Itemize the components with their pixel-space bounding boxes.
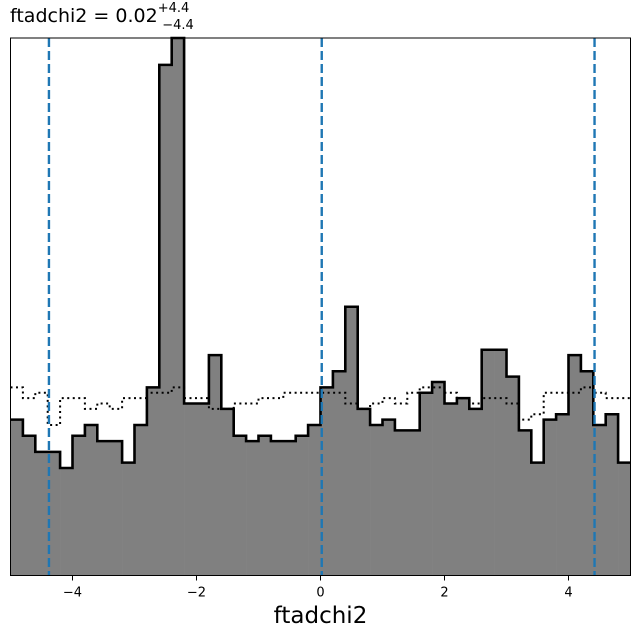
histogram-bar xyxy=(332,371,346,576)
histogram-bar xyxy=(72,435,86,576)
histogram-bar xyxy=(556,414,569,576)
histogram-bar xyxy=(593,425,606,576)
histogram-bar xyxy=(10,419,24,576)
histogram-bar xyxy=(394,430,408,576)
histogram-bar xyxy=(84,425,98,576)
x-axis-label: ftadchi2 xyxy=(274,603,368,629)
x-tick-label: 2 xyxy=(440,586,448,601)
histogram-bar xyxy=(109,441,123,576)
histogram-bar xyxy=(580,371,594,576)
histogram-bar xyxy=(605,414,619,576)
histogram-bar xyxy=(308,425,321,576)
histogram-dotted-series-2 xyxy=(10,386,631,426)
histogram-outline-series-1 xyxy=(10,36,631,470)
histogram-bar xyxy=(295,435,309,576)
histogram-bar xyxy=(208,355,222,576)
title-upper-error: +4.4 xyxy=(158,1,190,16)
histogram-bar xyxy=(246,441,259,576)
histogram-bar xyxy=(320,387,334,576)
histogram-bar xyxy=(97,441,110,576)
histogram-bar xyxy=(283,441,296,576)
histogram-bar xyxy=(469,408,482,576)
title-lower-error: −4.4 xyxy=(162,18,194,33)
x-tick-label: 4 xyxy=(564,586,572,601)
chart-title: ftadchi2 = 0.02+4.4 −4.4 xyxy=(10,1,194,33)
histogram-bar xyxy=(531,462,544,576)
title-median: 0.02 xyxy=(115,5,157,27)
histogram-bar xyxy=(171,38,185,576)
histogram-bar xyxy=(270,441,284,576)
histogram-bar xyxy=(146,387,160,576)
histogram-bar xyxy=(60,468,73,576)
x-tick-label: −4 xyxy=(63,586,82,601)
histogram-bar xyxy=(494,349,507,576)
histogram-bar xyxy=(432,382,445,576)
x-tick-label: −2 xyxy=(187,586,206,601)
histogram-bar xyxy=(258,435,272,576)
histogram-bar xyxy=(35,451,48,576)
plot-area: −4 −2 0 2 4 xyxy=(10,36,631,601)
histogram-bar xyxy=(122,462,135,576)
histogram-bar xyxy=(134,425,148,576)
histogram-bar xyxy=(47,451,61,576)
histogram-bar xyxy=(159,64,172,576)
histogram-bar xyxy=(357,408,371,576)
histogram-bar xyxy=(456,398,470,576)
histogram-bar xyxy=(221,408,234,576)
histogram-bar xyxy=(506,376,520,576)
histogram-bar xyxy=(233,435,247,576)
histogram-bar xyxy=(382,419,396,576)
histogram-bar xyxy=(22,435,36,576)
histogram-bar xyxy=(543,419,557,576)
histogram-bar xyxy=(370,425,383,576)
histogram-bar xyxy=(184,403,197,576)
title-parameter: ftadchi2 xyxy=(10,5,87,27)
histogram-bar xyxy=(407,430,420,576)
histogram-bar xyxy=(518,430,532,576)
histogram-bar xyxy=(444,403,458,576)
x-tick-label: 0 xyxy=(316,586,324,601)
histogram-bar xyxy=(568,355,582,576)
histogram-bar xyxy=(481,349,495,576)
histogram-bar xyxy=(345,306,358,576)
histogram-bar xyxy=(196,403,210,576)
histogram-bar xyxy=(419,392,433,576)
histogram-bar xyxy=(618,462,631,576)
